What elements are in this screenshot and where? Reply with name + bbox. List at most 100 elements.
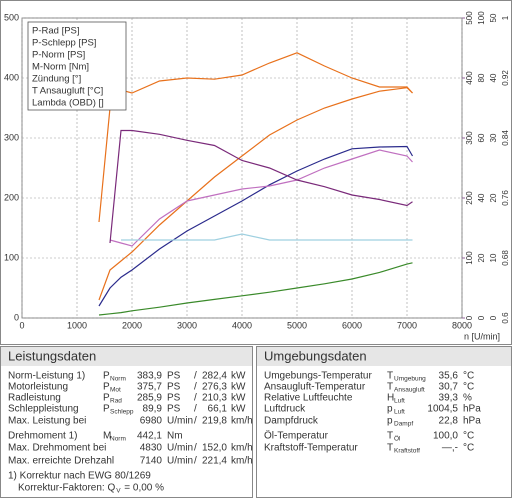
- x-tick-label: 5000: [287, 320, 307, 330]
- value: 35,6: [439, 371, 459, 382]
- y2-tick-label: 500: [465, 11, 474, 25]
- y3-tick-label: 60: [477, 133, 486, 142]
- unit: km/h: [231, 416, 253, 427]
- value: 221,4: [202, 456, 227, 467]
- symbol: T: [387, 431, 393, 442]
- left-header: [1, 347, 252, 366]
- y-tick-label: 0: [14, 312, 19, 322]
- row-label: Max. Drehmoment bei: [8, 443, 106, 454]
- separator: /: [194, 404, 197, 415]
- symbol: P: [103, 382, 110, 393]
- symbol-sub: Dampf: [394, 421, 413, 428]
- value: 285,9: [137, 393, 162, 404]
- y-tick-label: 500: [4, 12, 19, 22]
- value: 1004,5: [427, 404, 458, 415]
- symbol-sub: Kraftstoff: [394, 448, 420, 455]
- row-label: Öl-Temperatur: [264, 430, 329, 442]
- value: 89,9: [143, 404, 163, 415]
- axes: 0 1000 2000 3000 4000 5000 6000 7000 80000100200…: [4, 11, 510, 331]
- symbol: T: [387, 371, 393, 382]
- unit: km/h: [231, 456, 253, 467]
- value: 4830: [140, 443, 163, 454]
- value: —,-: [442, 443, 458, 454]
- y4-tick-label: 50: [489, 13, 498, 22]
- y2-tick-label: 100: [465, 251, 474, 265]
- unit: hPa: [463, 404, 481, 415]
- unit: PS: [167, 371, 181, 382]
- y-tick-label: 400: [4, 72, 19, 82]
- symbol: P: [103, 371, 110, 382]
- row-label: Dampfdruck: [264, 416, 319, 427]
- x-tick-label: 4000: [232, 320, 252, 330]
- y4-tick-label: 10: [489, 253, 498, 262]
- value: 30,7: [439, 382, 459, 393]
- unit: PS: [167, 393, 181, 404]
- unit: °C: [463, 371, 474, 382]
- separator: /: [194, 393, 197, 404]
- x-tick-label: 7000: [397, 320, 417, 330]
- row-label: Luftdruck: [264, 404, 306, 415]
- series-line: [109, 149, 413, 247]
- row-label: Ansaugluft-Temperatur: [264, 382, 366, 393]
- right-header: [257, 347, 511, 366]
- y5-tick-label: 1: [501, 15, 510, 20]
- y4-tick-label: 0: [489, 315, 498, 320]
- legend-entry: Lambda (OBD) []: [32, 98, 104, 109]
- unit: Nm: [167, 431, 183, 442]
- row-label: Kraftstoff-Temperatur: [264, 443, 358, 454]
- x-tick-label: 2000: [122, 320, 142, 330]
- legend-entry: P-Norm [PS]: [32, 50, 85, 61]
- row-label: Max. Leistung bei: [8, 416, 86, 427]
- symbol-sub: Luft: [394, 409, 405, 416]
- unit: kW: [231, 393, 246, 404]
- legend-box: [27, 21, 127, 111]
- legend-entry: P-Schlepp [PS]: [32, 38, 96, 49]
- symbol-sub: Norm: [110, 436, 126, 443]
- row-label: Umgebungs-Temperatur: [264, 371, 372, 382]
- right-title: Umgebungsdaten: [264, 348, 367, 363]
- series-line: [109, 129, 413, 244]
- right-panel: [256, 346, 512, 498]
- value: 152,0: [202, 443, 227, 454]
- value: 100,0: [433, 431, 458, 442]
- symbol: T: [387, 382, 393, 393]
- y-tick-label: 200: [4, 192, 19, 202]
- separator: /: [194, 382, 197, 393]
- symbol: p: [387, 404, 393, 415]
- note: 1) Korrektur nach EWG 80/1269: [8, 471, 151, 482]
- symbol-sub: Mot: [110, 387, 121, 394]
- series-line: [98, 87, 413, 301]
- row-label: Motorleistung: [8, 382, 68, 393]
- row-label: Relative Luftfeuchte: [264, 393, 353, 404]
- row-label: Radleistung: [8, 393, 61, 404]
- value: 219,8: [202, 416, 227, 427]
- y4-tick-label: 20: [489, 193, 498, 202]
- y5-tick-label: 0.6: [501, 312, 510, 324]
- y5-tick-label: 0.92: [501, 70, 510, 86]
- symbol-sub: Rad: [110, 398, 122, 405]
- x-axis-label: n [U/min]: [464, 331, 500, 341]
- series-line: [98, 145, 414, 307]
- left-title: Leistungsdaten: [8, 348, 96, 363]
- symbol-sub: Umgebung: [394, 376, 426, 383]
- unit: U/min: [167, 456, 193, 467]
- y5-tick-label: 0.84: [501, 130, 510, 146]
- symbol-sub: Norm: [110, 376, 126, 383]
- symbol-sub: Ansaugluft: [394, 387, 425, 394]
- symbol-sub: Schlepp: [110, 409, 134, 416]
- value: 282,4: [202, 371, 227, 382]
- unit: PS: [167, 404, 181, 415]
- x-tick-label: 8000: [452, 320, 472, 330]
- unit: kW: [231, 404, 246, 415]
- x-tick-label: 1000: [67, 320, 87, 330]
- grid: [21, 17, 463, 319]
- row-label: Norm-Leistung 1): [8, 371, 85, 382]
- value: 375,7: [137, 382, 162, 393]
- symbol: P: [103, 404, 110, 415]
- unit: kW: [231, 371, 246, 382]
- value: 442,1: [137, 431, 162, 442]
- separator: /: [194, 416, 197, 427]
- y3-tick-label: 0: [477, 315, 486, 320]
- row-label: Max. erreichte Drehzahl: [8, 456, 114, 467]
